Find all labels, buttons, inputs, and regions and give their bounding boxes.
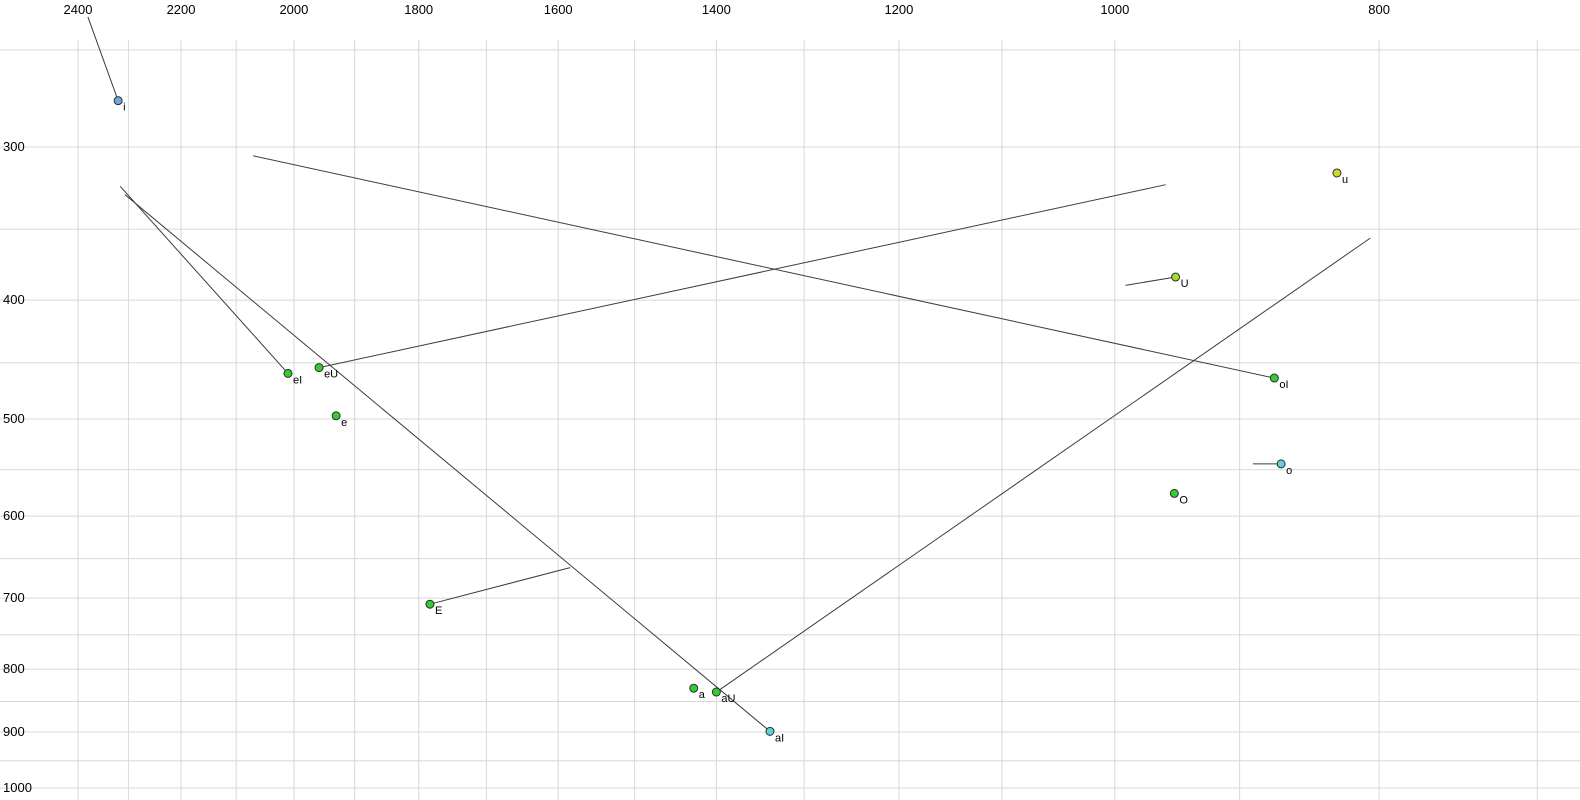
vowel-point-E[interactable]	[425, 599, 435, 609]
trajectory-line-eI	[119, 185, 289, 374]
vowel-label-e: e	[341, 417, 347, 429]
vowel-label-u: u	[1342, 174, 1348, 186]
vowel-label-oI: oI	[1279, 379, 1288, 391]
trajectory-line-aI	[124, 194, 771, 732]
vowel-label-eI: eI	[293, 374, 302, 386]
vowel-point-u[interactable]	[1332, 168, 1342, 178]
vowel-point-a[interactable]	[689, 683, 699, 693]
vowel-label-eU: eU	[324, 369, 338, 381]
vowel-label-aU: aU	[721, 693, 735, 705]
vowel-label-E: E	[435, 605, 442, 617]
vowel-label-a: a	[699, 689, 706, 701]
y-tick-label: 1000	[3, 780, 32, 795]
vowel-label-i: i	[123, 102, 125, 114]
trajectory-line-oI	[253, 155, 1275, 379]
x-tick-label: 2200	[167, 2, 196, 17]
trajectory-line-aU	[716, 237, 1371, 693]
vowel-label-U: U	[1181, 278, 1189, 290]
vowel-point-U[interactable]	[1171, 272, 1181, 282]
vowel-point-eI[interactable]	[283, 368, 293, 378]
x-tick-label: 1600	[544, 2, 573, 17]
vowel-label-aI: aI	[775, 732, 784, 744]
trajectory-line-U	[1125, 276, 1176, 286]
vowel-point-O[interactable]	[1169, 488, 1179, 498]
y-tick-label: 600	[3, 508, 25, 523]
x-tick-label: 800	[1368, 2, 1390, 17]
trajectory-line-E	[429, 567, 571, 605]
y-tick-label: 400	[3, 292, 25, 307]
x-tick-label: 1200	[884, 2, 913, 17]
y-tick-label: 500	[3, 411, 25, 426]
y-tick-label: 900	[3, 724, 25, 739]
vowel-point-o[interactable]	[1276, 459, 1286, 469]
vowel-point-i[interactable]	[113, 96, 123, 106]
vowel-label-o: o	[1286, 465, 1292, 477]
x-tick-label: 1800	[404, 2, 433, 17]
x-tick-label: 2000	[279, 2, 308, 17]
y-tick-label: 300	[3, 139, 25, 154]
x-tick-label: 2400	[64, 2, 93, 17]
vowel-point-aU[interactable]	[711, 687, 721, 697]
vowel-label-O: O	[1179, 494, 1188, 506]
vowel-point-eU[interactable]	[314, 363, 324, 373]
vowel-point-aI[interactable]	[765, 726, 775, 736]
y-tick-label: 800	[3, 661, 25, 676]
x-tick-label: 1000	[1100, 2, 1129, 17]
x-tick-label: 1400	[702, 2, 731, 17]
trajectory-line-eU	[318, 184, 1166, 369]
y-tick-label: 700	[3, 590, 25, 605]
trajectory-line-i	[87, 16, 119, 101]
vowel-point-oI[interactable]	[1269, 373, 1279, 383]
vowel-point-e[interactable]	[331, 411, 341, 421]
